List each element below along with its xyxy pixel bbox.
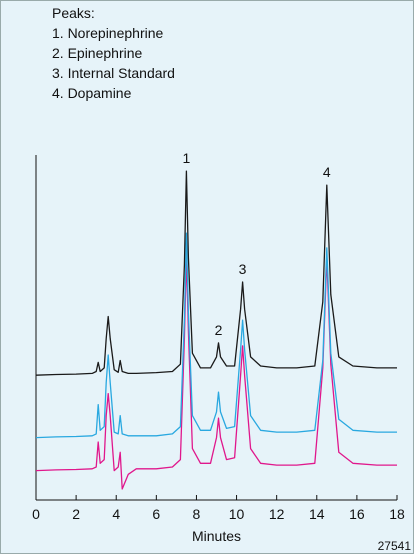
footnote: 27541 — [378, 539, 412, 553]
x-tick-label: 16 — [349, 506, 365, 522]
x-tick-label: 4 — [112, 506, 120, 522]
x-tick-label: 18 — [389, 506, 405, 522]
x-axis-label: Minutes — [192, 528, 241, 544]
trace — [35, 255, 397, 490]
x-tick-label: 2 — [72, 506, 80, 522]
x-tick-label: 14 — [309, 506, 325, 522]
trace — [35, 232, 397, 439]
x-tick-label: 0 — [32, 506, 40, 522]
x-tick-label: 8 — [193, 506, 201, 522]
peak-legend-item: 4. Dopamine — [52, 85, 132, 101]
trace — [35, 170, 397, 376]
peak-annotation: 2 — [215, 322, 223, 338]
peak-annotation: 1 — [183, 150, 191, 166]
x-tick-label: 6 — [152, 506, 160, 522]
peak-annotation: 4 — [323, 164, 331, 180]
x-tick-label: 10 — [229, 506, 245, 522]
peaks-title: Peaks: — [52, 5, 95, 21]
peak-legend-item: 1. Norepinephrine — [52, 25, 164, 41]
x-tick-label: 12 — [269, 506, 285, 522]
peak-legend-item: 2. Epinephrine — [52, 45, 143, 61]
peak-legend-item: 3. Internal Standard — [52, 65, 175, 81]
peak-annotation: 3 — [239, 261, 247, 277]
